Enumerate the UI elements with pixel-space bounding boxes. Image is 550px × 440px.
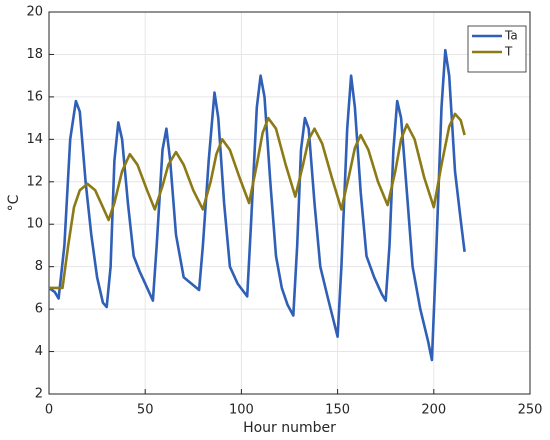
x-tick-label: 50: [137, 403, 154, 418]
legend-label: T: [504, 45, 513, 59]
legend-label: Ta: [504, 29, 518, 43]
y-tick-label: 6: [35, 302, 43, 317]
y-tick-label: 8: [35, 259, 43, 274]
y-tick-label: 16: [26, 89, 43, 104]
axes-box: [48, 11, 531, 395]
y-tick-label: 14: [26, 132, 43, 147]
x-tick-label: 200: [421, 403, 446, 418]
x-tick-label: 100: [229, 403, 254, 418]
y-tick-label: 10: [26, 217, 43, 232]
y-tick-label: 12: [26, 174, 43, 189]
x-tick-label: 250: [518, 403, 543, 418]
x-tick-label: 0: [45, 403, 53, 418]
y-tick-label: 20: [26, 5, 43, 20]
x-axis-label: Hour number: [243, 420, 336, 436]
y-tick-label: 4: [35, 344, 43, 359]
series-line: [49, 112, 466, 290]
y-axis-label: °C: [6, 194, 22, 211]
x-tick-label: 150: [325, 403, 350, 418]
y-tick-label: 18: [26, 47, 43, 62]
series-line: [48, 48, 466, 362]
y-tick-label: 2: [35, 387, 43, 402]
legend-box: [467, 25, 527, 73]
